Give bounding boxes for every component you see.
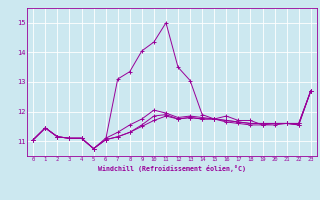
X-axis label: Windchill (Refroidissement éolien,°C): Windchill (Refroidissement éolien,°C) — [98, 165, 246, 172]
